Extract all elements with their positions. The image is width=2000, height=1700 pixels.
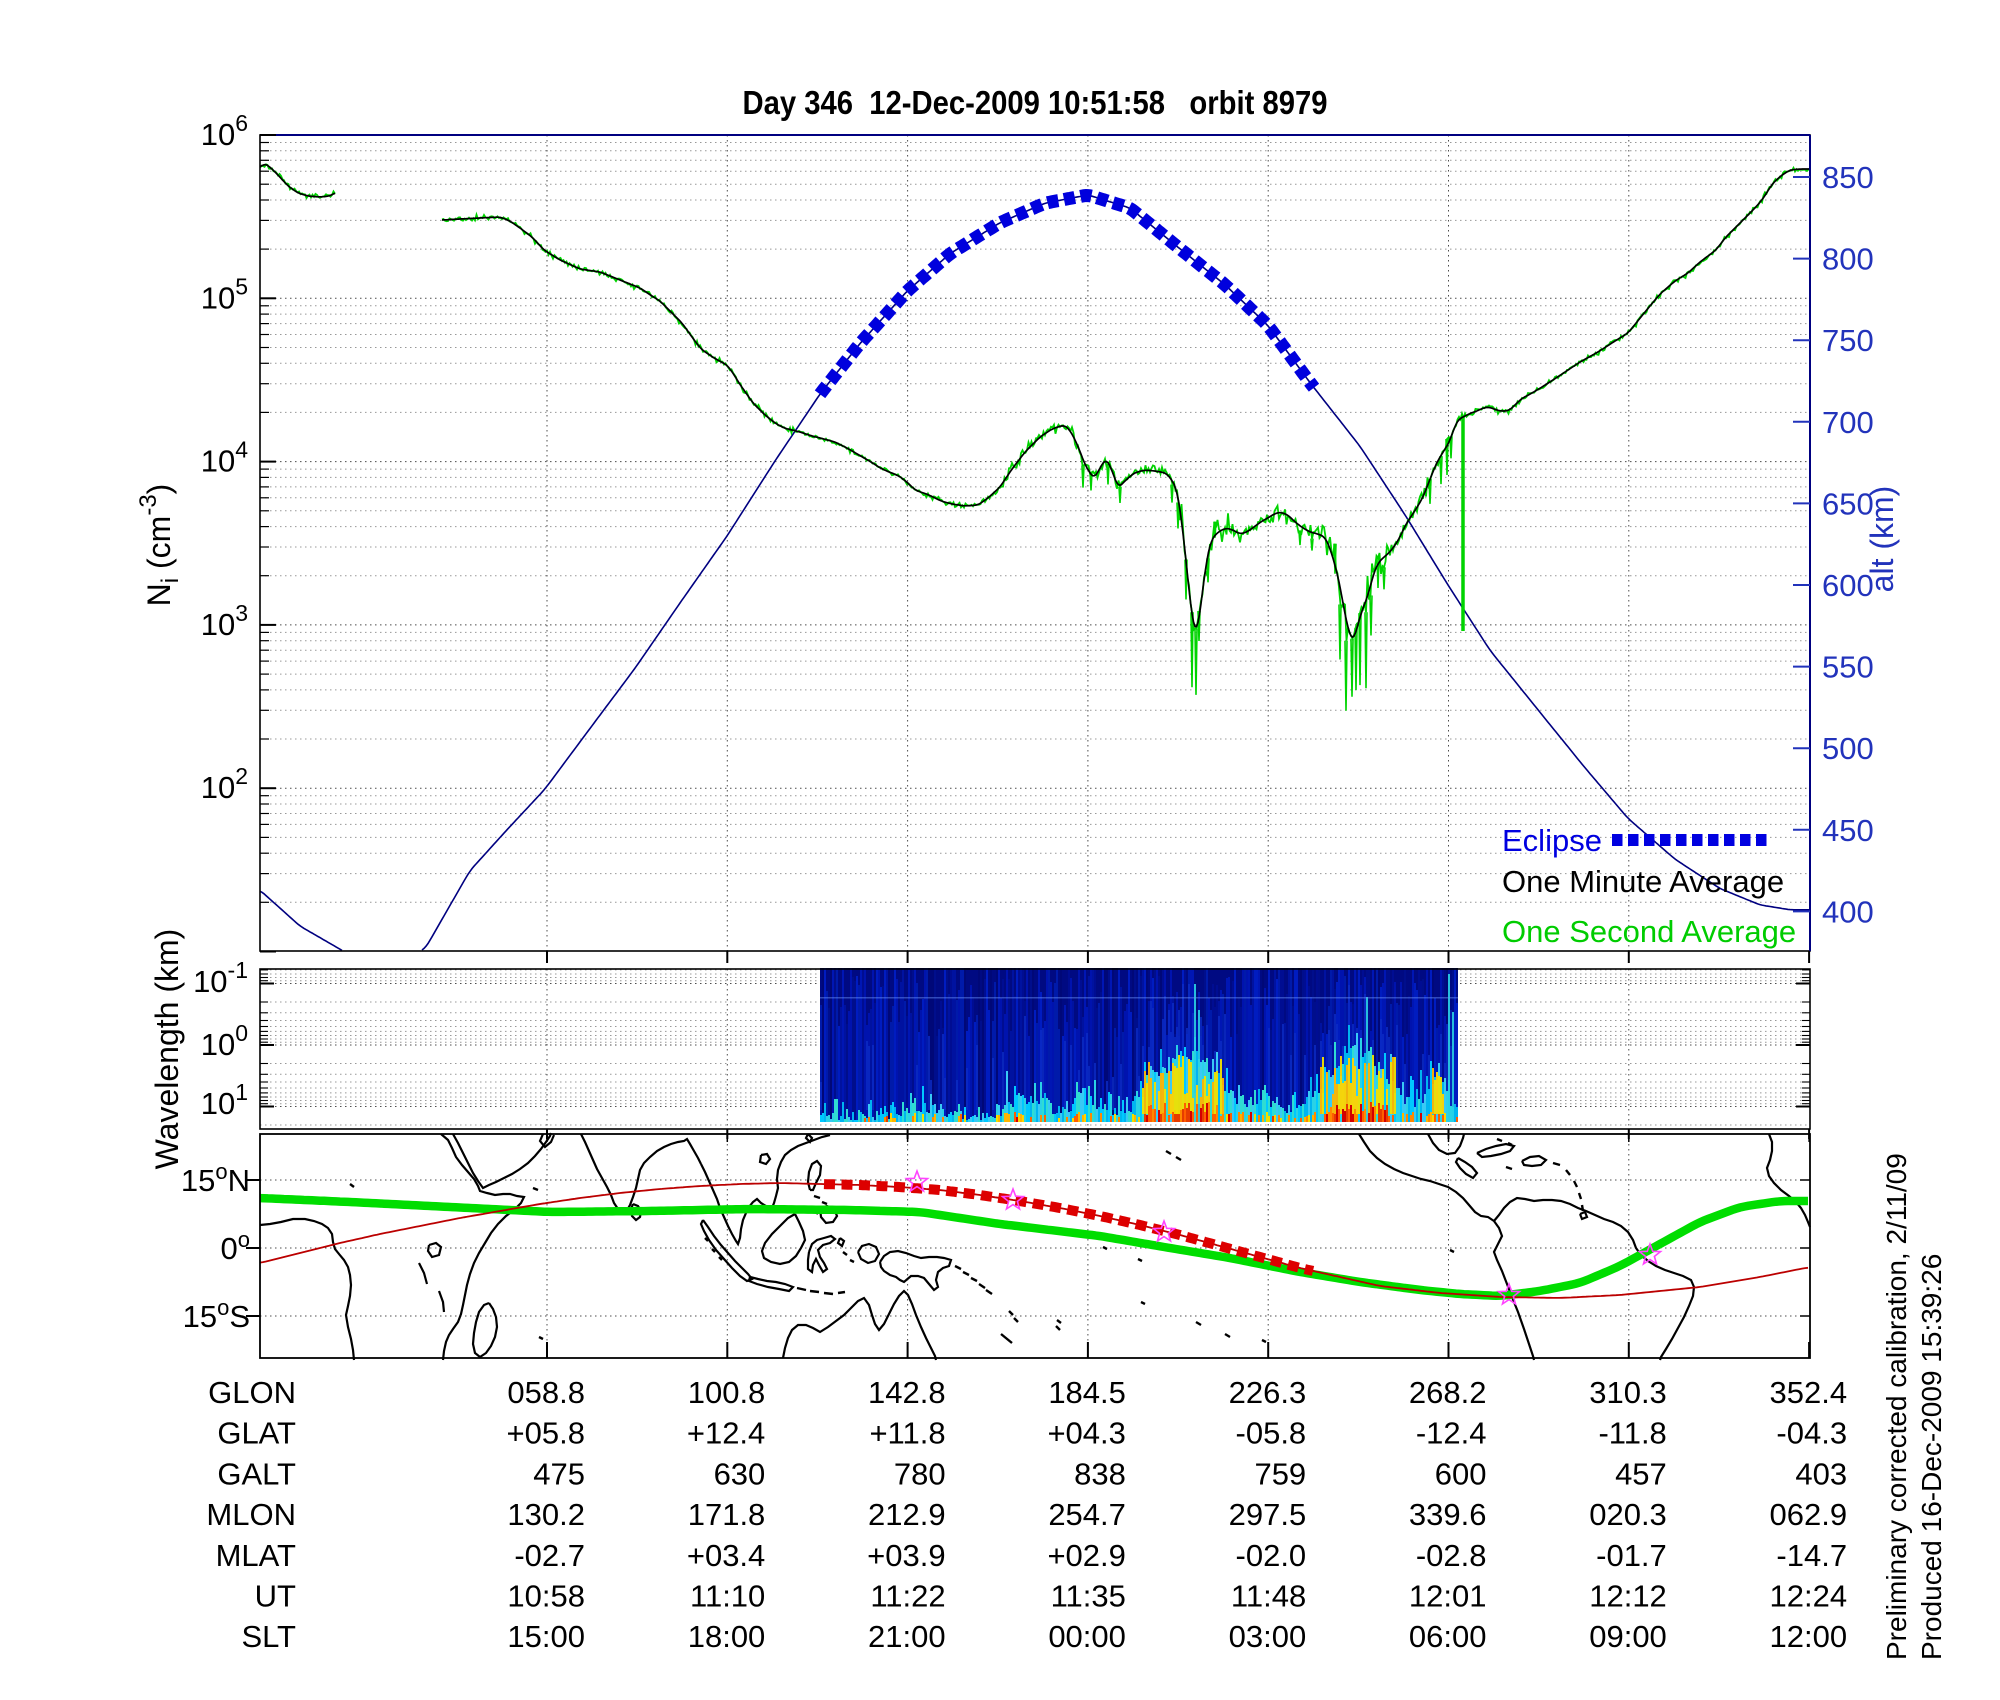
svg-text:Eclipse: Eclipse — [1502, 823, 1602, 858]
svg-text:750: 750 — [1822, 323, 1874, 358]
svg-text:500: 500 — [1822, 731, 1874, 766]
svg-text:12:00: 12:00 — [1770, 1619, 1848, 1654]
svg-text:10-1: 10-1 — [193, 957, 248, 999]
svg-text:-14.7: -14.7 — [1776, 1538, 1847, 1573]
svg-text:630: 630 — [714, 1456, 766, 1491]
svg-text:GLON: GLON — [208, 1375, 296, 1410]
svg-text:+02.9: +02.9 — [1047, 1538, 1125, 1573]
svg-text:-02.0: -02.0 — [1236, 1538, 1307, 1573]
svg-text:-11.8: -11.8 — [1598, 1416, 1666, 1451]
svg-text:11:22: 11:22 — [870, 1579, 945, 1614]
svg-text:12:12: 12:12 — [1589, 1579, 1667, 1614]
svg-text:-12.4: -12.4 — [1416, 1416, 1487, 1451]
svg-text:21:00: 21:00 — [868, 1619, 946, 1654]
svg-text:Wavelength (km): Wavelength (km) — [149, 929, 185, 1170]
svg-text:550: 550 — [1822, 650, 1874, 685]
svg-text:400: 400 — [1822, 894, 1874, 929]
svg-text:254.7: 254.7 — [1048, 1497, 1126, 1532]
svg-text:+04.3: +04.3 — [1047, 1416, 1125, 1451]
svg-text:11:48: 11:48 — [1231, 1579, 1306, 1614]
svg-text:212.9: 212.9 — [868, 1497, 946, 1532]
svg-text:352.4: 352.4 — [1770, 1375, 1848, 1410]
svg-text:03:00: 03:00 — [1229, 1619, 1307, 1654]
svg-text:450: 450 — [1822, 813, 1874, 848]
svg-text:780: 780 — [894, 1456, 946, 1491]
svg-text:226.3: 226.3 — [1229, 1375, 1307, 1410]
svg-text:Preliminary corrected calibrat: Preliminary corrected calibration, 2/11/… — [1881, 1153, 1912, 1660]
svg-text:00:00: 00:00 — [1048, 1619, 1126, 1654]
svg-text:15:00: 15:00 — [507, 1619, 585, 1654]
svg-text:-01.7: -01.7 — [1596, 1538, 1667, 1573]
svg-text:106: 106 — [201, 110, 248, 152]
svg-text:600: 600 — [1822, 568, 1874, 603]
svg-text:650: 650 — [1822, 486, 1874, 521]
svg-text:10:58: 10:58 — [507, 1579, 585, 1614]
svg-text:+03.9: +03.9 — [867, 1538, 945, 1573]
svg-text:11:10: 11:10 — [690, 1579, 765, 1614]
svg-text:339.6: 339.6 — [1409, 1497, 1487, 1532]
svg-text:475: 475 — [533, 1456, 585, 1491]
svg-text:-02.7: -02.7 — [514, 1538, 585, 1573]
svg-text:+05.8: +05.8 — [507, 1416, 585, 1451]
svg-text:12:01: 12:01 — [1409, 1579, 1487, 1614]
svg-text:700: 700 — [1822, 405, 1874, 440]
svg-text:SLT: SLT — [241, 1619, 296, 1654]
svg-text:850: 850 — [1822, 160, 1874, 195]
svg-text:020.3: 020.3 — [1589, 1497, 1667, 1532]
svg-text:Produced 16-Dec-2009 15:39:26: Produced 16-Dec-2009 15:39:26 — [1916, 1254, 1947, 1660]
svg-text:Day 346 12-Dec-2009 10:51:58: Day 346 12-Dec-2009 10:51:58 orbit 8979 — [743, 84, 1328, 121]
svg-text:11:35: 11:35 — [1051, 1579, 1126, 1614]
svg-text:06:00: 06:00 — [1409, 1619, 1487, 1654]
svg-text:alt (km): alt (km) — [1864, 486, 1900, 593]
svg-text:One Second Average: One Second Average — [1502, 914, 1796, 949]
svg-text:+12.4: +12.4 — [687, 1416, 765, 1451]
svg-text:+11.8: +11.8 — [869, 1416, 945, 1451]
svg-text:142.8: 142.8 — [868, 1375, 946, 1410]
svg-text:759: 759 — [1254, 1456, 1306, 1491]
svg-text:MLAT: MLAT — [216, 1538, 296, 1573]
svg-text:104: 104 — [201, 437, 248, 479]
svg-text:09:00: 09:00 — [1589, 1619, 1667, 1654]
svg-text:UT: UT — [255, 1579, 296, 1614]
svg-text:058.8: 058.8 — [507, 1375, 585, 1410]
svg-text:12:24: 12:24 — [1770, 1579, 1848, 1614]
svg-text:0o: 0o — [221, 1227, 251, 1266]
svg-text:457: 457 — [1615, 1456, 1667, 1491]
svg-text:838: 838 — [1074, 1456, 1126, 1491]
svg-text:MLON: MLON — [206, 1497, 296, 1532]
svg-text:GALT: GALT — [217, 1456, 296, 1491]
svg-text:310.3: 310.3 — [1589, 1375, 1667, 1410]
svg-text:600: 600 — [1435, 1456, 1487, 1491]
svg-text:171.8: 171.8 — [688, 1497, 766, 1532]
svg-text:15oS: 15oS — [183, 1295, 250, 1334]
svg-text:-05.8: -05.8 — [1236, 1416, 1307, 1451]
svg-text:-04.3: -04.3 — [1776, 1416, 1847, 1451]
svg-text:GLAT: GLAT — [217, 1416, 296, 1451]
svg-text:+03.4: +03.4 — [687, 1538, 765, 1573]
svg-text:130.2: 130.2 — [507, 1497, 585, 1532]
svg-text:100.8: 100.8 — [688, 1375, 766, 1410]
svg-text:268.2: 268.2 — [1409, 1375, 1487, 1410]
svg-text:-02.8: -02.8 — [1416, 1538, 1487, 1573]
svg-text:18:00: 18:00 — [688, 1619, 766, 1654]
svg-text:800: 800 — [1822, 242, 1874, 277]
svg-text:403: 403 — [1795, 1456, 1847, 1491]
svg-text:One Minute Average: One Minute Average — [1502, 864, 1784, 899]
svg-text:297.5: 297.5 — [1229, 1497, 1307, 1532]
svg-text:184.5: 184.5 — [1048, 1375, 1126, 1410]
svg-text:062.9: 062.9 — [1770, 1497, 1848, 1532]
